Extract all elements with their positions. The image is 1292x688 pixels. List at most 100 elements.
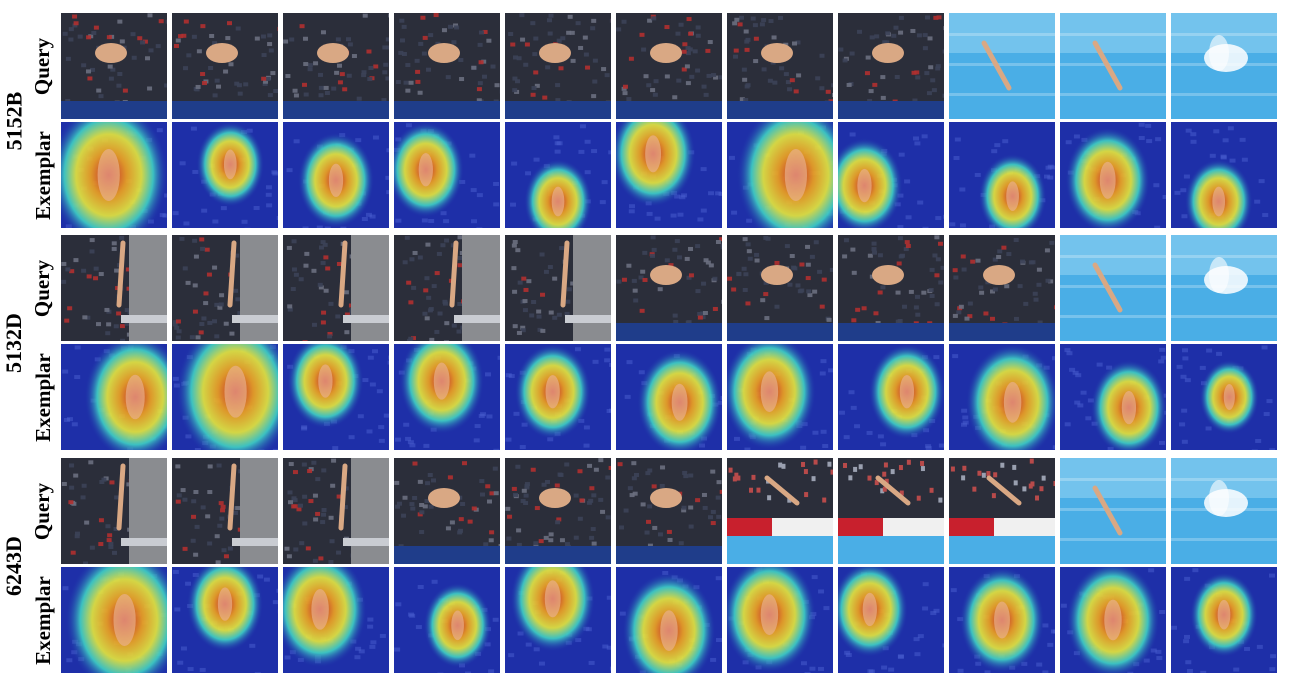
- query-frame: [283, 13, 389, 119]
- exemplar-heatmap: [1060, 344, 1166, 450]
- exemplar-heatmap: [394, 122, 500, 228]
- exemplar-heatmap-image: [505, 567, 611, 673]
- exemplar-heatmap-image: [616, 567, 722, 673]
- query-frame: [394, 458, 500, 564]
- exemplar-heatmap-image: [727, 567, 833, 673]
- query-frame-image: [61, 458, 167, 564]
- exemplar-heatmap: [1060, 122, 1166, 228]
- query-frame: [949, 235, 1055, 341]
- exemplar-heatmap-image: [838, 344, 944, 450]
- query-frame-image: [283, 458, 389, 564]
- query-row-label: Query: [28, 13, 58, 119]
- exemplar-row-label: Exemplar: [28, 344, 58, 450]
- query-frame: [616, 235, 722, 341]
- exemplar-heatmap: [172, 344, 278, 450]
- exemplar-heatmap-image: [949, 344, 1055, 450]
- query-frame-image: [283, 235, 389, 341]
- exemplar-heatmap: [727, 344, 833, 450]
- exemplar-heatmap: [172, 122, 278, 228]
- query-frame-image: [505, 13, 611, 119]
- exemplar-heatmap-image: [172, 344, 278, 450]
- exemplar-heatmap-image: [616, 344, 722, 450]
- exemplar-heatmap: [838, 344, 944, 450]
- exemplar-heatmap: [949, 567, 1055, 673]
- query-frame-image: [949, 458, 1055, 564]
- query-frame-image: [1060, 458, 1166, 564]
- exemplar-heatmap: [172, 567, 278, 673]
- query-frame: [394, 235, 500, 341]
- exemplar-heatmap: [505, 122, 611, 228]
- exemplar-heatmap: [61, 122, 167, 228]
- exemplar-heatmap-image: [727, 344, 833, 450]
- query-frame: [838, 458, 944, 564]
- query-frame: [1060, 13, 1166, 119]
- query-frame-image: [616, 458, 722, 564]
- exemplar-heatmap-image: [616, 122, 722, 228]
- exemplar-heatmap-image: [505, 344, 611, 450]
- query-frame-image: [61, 13, 167, 119]
- query-frame: [61, 235, 167, 341]
- query-frame: [61, 13, 167, 119]
- query-frame: [838, 13, 944, 119]
- query-frame: [1060, 458, 1166, 564]
- query-frame: [727, 235, 833, 341]
- query-frame-image: [949, 13, 1055, 119]
- exemplar-heatmap: [616, 344, 722, 450]
- query-frame-image: [61, 235, 167, 341]
- exemplar-heatmap: [616, 567, 722, 673]
- row-label-text: Exemplar: [30, 130, 55, 220]
- query-frame-image: [172, 458, 278, 564]
- exemplar-heatmap-image: [283, 567, 389, 673]
- exemplar-heatmap: [949, 344, 1055, 450]
- query-frame-image: [949, 235, 1055, 341]
- query-row-label: Query: [28, 235, 58, 341]
- exemplar-heatmap: [1171, 344, 1277, 450]
- query-frame: [1171, 458, 1277, 564]
- exemplar-heatmap-image: [394, 122, 500, 228]
- exemplar-heatmap: [394, 567, 500, 673]
- exemplar-heatmap-image: [838, 567, 944, 673]
- dive-code-label: 6243D: [1, 458, 27, 673]
- row-label-text: Exemplar: [30, 352, 55, 442]
- query-frame-image: [172, 13, 278, 119]
- query-frame-image: [394, 235, 500, 341]
- exemplar-heatmap-image: [505, 122, 611, 228]
- query-frame-image: [283, 13, 389, 119]
- query-frame-image: [505, 458, 611, 564]
- exemplar-heatmap: [61, 567, 167, 673]
- query-frame: [838, 235, 944, 341]
- dive-code-label: 5132D: [1, 235, 26, 450]
- exemplar-heatmap-image: [283, 344, 389, 450]
- exemplar-heatmap-image: [1171, 122, 1277, 228]
- exemplar-heatmap-image: [727, 122, 833, 228]
- query-frame-image: [838, 458, 944, 564]
- exemplar-heatmap: [1171, 122, 1277, 228]
- exemplar-heatmap-image: [1060, 567, 1166, 673]
- row-label-text: Query: [30, 37, 55, 95]
- query-frame-image: [727, 13, 833, 119]
- query-frame-image: [1171, 13, 1277, 119]
- exemplar-heatmap-image: [1060, 344, 1166, 450]
- exemplar-heatmap: [949, 122, 1055, 228]
- query-frame: [172, 13, 278, 119]
- exemplar-heatmap-image: [394, 344, 500, 450]
- query-frame: [505, 458, 611, 564]
- dive-code-text: 6243D: [1, 535, 27, 596]
- exemplar-heatmap: [61, 344, 167, 450]
- query-frame-image: [172, 235, 278, 341]
- query-frame-image: [1171, 235, 1277, 341]
- exemplar-heatmap: [727, 567, 833, 673]
- row-label-text: Query: [30, 482, 55, 540]
- exemplar-row-label: Exemplar: [28, 567, 58, 673]
- query-frame: [283, 458, 389, 564]
- exemplar-heatmap-image: [172, 567, 278, 673]
- exemplar-heatmap-image: [61, 344, 167, 450]
- query-frame: [616, 13, 722, 119]
- exemplar-heatmap: [283, 567, 389, 673]
- exemplar-heatmap: [505, 567, 611, 673]
- exemplar-heatmap-image: [949, 122, 1055, 228]
- query-frame: [727, 13, 833, 119]
- query-frame: [1171, 235, 1277, 341]
- exemplar-row-label: Exemplar: [28, 122, 58, 228]
